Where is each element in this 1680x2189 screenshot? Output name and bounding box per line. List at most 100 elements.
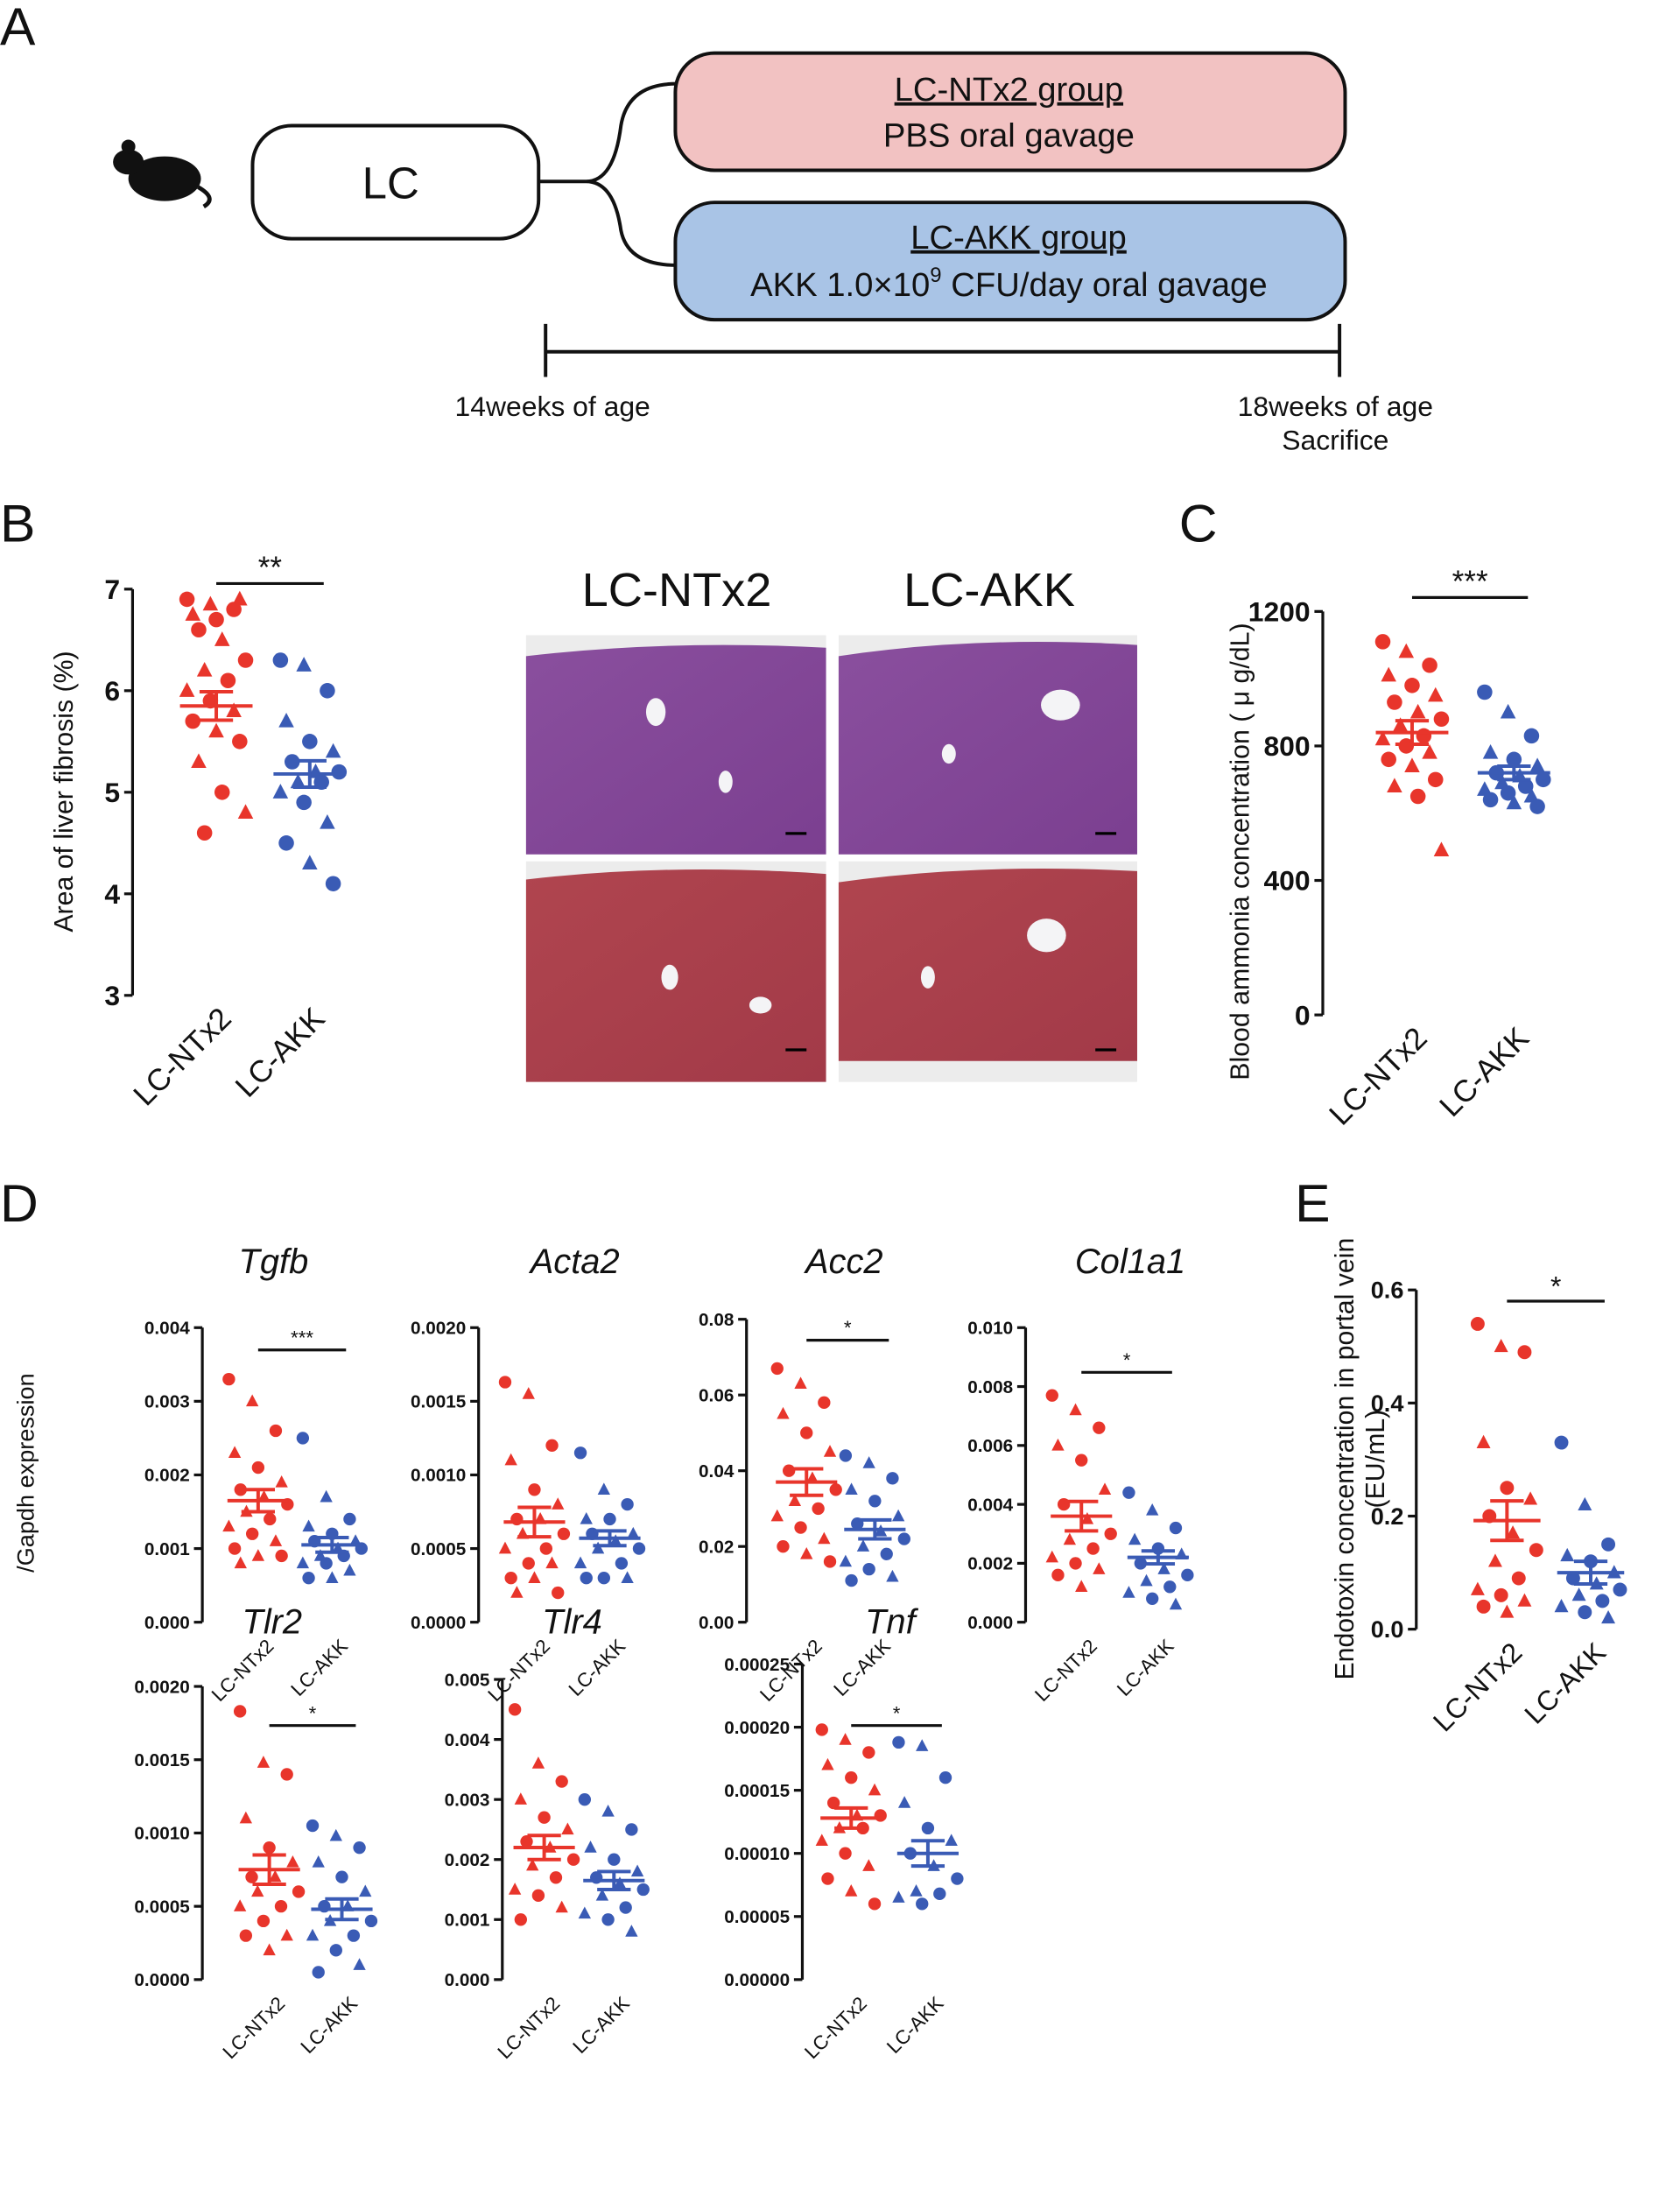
y-tick-label: 6 (104, 675, 120, 707)
data-point (302, 855, 318, 870)
y-tick-label: 0.02 (699, 1537, 734, 1557)
data-point (292, 1885, 306, 1898)
data-point (862, 1746, 875, 1759)
data-point (286, 1855, 299, 1868)
data-point (794, 1521, 807, 1534)
data-point (812, 1502, 825, 1516)
data-point (552, 1497, 565, 1510)
data-point (821, 1872, 834, 1885)
data-point (1511, 1571, 1526, 1586)
y-tick-label: 0.08 (699, 1310, 734, 1330)
data-point (609, 1534, 622, 1546)
data-point (608, 1853, 621, 1866)
data-point (251, 1549, 265, 1561)
data-point (364, 1914, 378, 1928)
data-point (508, 1703, 522, 1716)
micrographs (525, 635, 1137, 1082)
data-point (1404, 757, 1420, 772)
data-point (1387, 694, 1402, 710)
data-point (1500, 703, 1516, 719)
data-point (1601, 1537, 1616, 1552)
data-point (239, 1929, 253, 1942)
data-point (245, 1527, 259, 1540)
significance-label: *** (291, 1327, 313, 1348)
data-point (545, 1439, 559, 1453)
data-point (845, 1771, 858, 1784)
data-point (1104, 1527, 1117, 1540)
data-point (1482, 792, 1499, 808)
data-point (1409, 788, 1426, 805)
group1-box (673, 51, 1347, 172)
data-point (1422, 658, 1437, 673)
data-point (251, 1461, 265, 1475)
y-tick-label: 0.00005 (724, 1907, 790, 1927)
data-point (601, 1804, 615, 1817)
data-point (892, 1890, 905, 1903)
data-point (274, 1899, 288, 1913)
error-bar (593, 1529, 627, 1548)
data-point (1517, 1593, 1532, 1607)
data-point (275, 1475, 288, 1488)
data-point (232, 734, 248, 750)
y-tick-label: 0.00025 (724, 1655, 790, 1675)
data-point (296, 657, 312, 672)
data-point (1169, 1597, 1183, 1610)
data-point (625, 1925, 638, 1937)
data-point (880, 1547, 893, 1561)
data-point (264, 1512, 277, 1526)
data-point (916, 1897, 929, 1911)
data-point (257, 1756, 271, 1768)
data-point (1063, 1532, 1077, 1545)
significance-label: * (1550, 1270, 1561, 1302)
y-tick-label: 0.00000 (724, 1970, 790, 1990)
y-tick-label: 0.008 (967, 1377, 1013, 1397)
data-point (1374, 634, 1391, 650)
data-point (874, 1809, 887, 1822)
y-tick-label: 0.010 (967, 1319, 1013, 1339)
data-point (325, 876, 341, 891)
x-tick-label: LC-AKK (1113, 1635, 1178, 1700)
x-tick-label: LC-AKK (228, 1002, 331, 1104)
data-point (868, 1783, 882, 1796)
x-tick-label: LC-AKK (1433, 1021, 1536, 1123)
error-bar (1395, 719, 1430, 747)
data-point (632, 1542, 646, 1555)
data-point (938, 1771, 952, 1784)
data-point (520, 1834, 533, 1848)
data-point (1427, 771, 1444, 788)
data-point (910, 1884, 923, 1897)
error-bar (858, 1517, 892, 1541)
data-point (514, 1913, 527, 1926)
data-point (233, 1899, 247, 1911)
data-point (845, 1884, 858, 1897)
y-tick-label: 0.00015 (724, 1781, 790, 1801)
data-point (627, 1526, 640, 1539)
data-point (770, 1362, 784, 1376)
data-point (621, 1571, 634, 1583)
data-point (595, 1888, 609, 1901)
data-point (1517, 778, 1534, 794)
x-tick-label: LC-NTx2 (483, 1635, 554, 1706)
data-point (191, 622, 207, 637)
data-point (245, 1870, 258, 1883)
error-bar (517, 1505, 552, 1539)
y-axis-label: Endotoxin concentration in portal vein (1331, 1238, 1360, 1680)
data-point (636, 1883, 650, 1897)
error-bar (1141, 1549, 1176, 1566)
data-point (818, 1531, 831, 1545)
data-point (302, 1519, 315, 1532)
error-bar (1573, 1559, 1608, 1586)
data-point (275, 1549, 288, 1563)
significance-label: * (309, 1702, 317, 1724)
y-tick-label: 0.2 (1371, 1503, 1404, 1530)
data-point (1578, 1496, 1592, 1510)
histology-label: LC-NTx2 (582, 564, 772, 616)
data-point (280, 1768, 293, 1781)
data-point (1157, 1562, 1170, 1574)
y-tick-label: 0.004 (445, 1730, 490, 1750)
data-point (220, 672, 236, 688)
error-bar (527, 1834, 561, 1862)
data-point (1075, 1580, 1088, 1593)
data-point (613, 1876, 627, 1889)
